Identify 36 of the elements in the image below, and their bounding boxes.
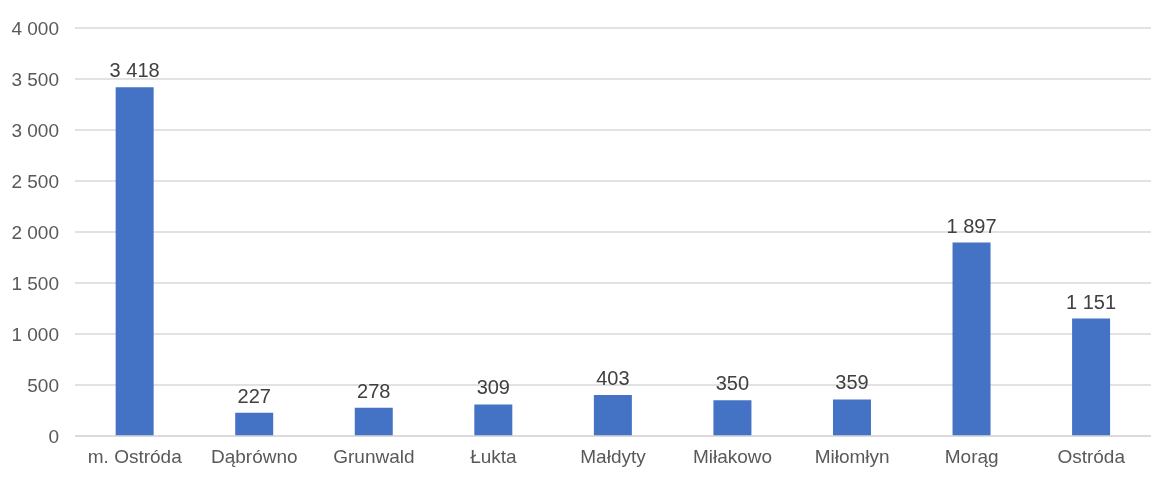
x-tick-label: Małdyty <box>580 446 647 468</box>
x-tick-label: Łukta <box>470 446 518 468</box>
y-tick-label: 3 500 <box>11 68 59 90</box>
x-tick-label: Miłakowo <box>692 446 773 468</box>
bar <box>354 407 393 436</box>
data-label: 359 <box>835 371 869 394</box>
data-label: 1 897 <box>946 214 997 237</box>
x-tick-label: Dąbrówno <box>211 446 298 468</box>
y-tick-label: 1 000 <box>11 323 59 345</box>
x-tick-label: Miłomłyn <box>814 446 890 468</box>
data-label: 3 418 <box>109 59 160 82</box>
y-tick-label: 0 <box>48 425 59 447</box>
data-label: 1 151 <box>1066 290 1117 313</box>
y-tick-label: 2 500 <box>11 170 59 192</box>
bar <box>593 394 632 436</box>
data-label: 403 <box>596 366 630 389</box>
y-tick-label: 3 000 <box>11 119 59 141</box>
bar <box>235 412 274 436</box>
bar <box>952 242 991 436</box>
bar <box>1072 318 1111 436</box>
bar <box>474 404 513 436</box>
x-tick-label: Ostróda <box>1057 446 1126 468</box>
x-tick-label: m. Ostróda <box>87 446 183 468</box>
bar <box>713 400 752 436</box>
y-tick-label: 500 <box>27 374 59 396</box>
data-label: 350 <box>715 372 750 395</box>
data-label: 309 <box>476 376 510 399</box>
data-label: 227 <box>237 384 271 407</box>
y-tick-label: 2 000 <box>11 221 59 243</box>
x-tick-label: Grunwald <box>333 446 415 468</box>
data-label: 278 <box>357 379 391 402</box>
bar <box>115 87 154 436</box>
y-tick-label: 1 500 <box>11 272 59 294</box>
bar <box>832 399 871 436</box>
y-tick-label: 4 000 <box>11 17 59 39</box>
x-tick-label: Morąg <box>944 446 999 468</box>
